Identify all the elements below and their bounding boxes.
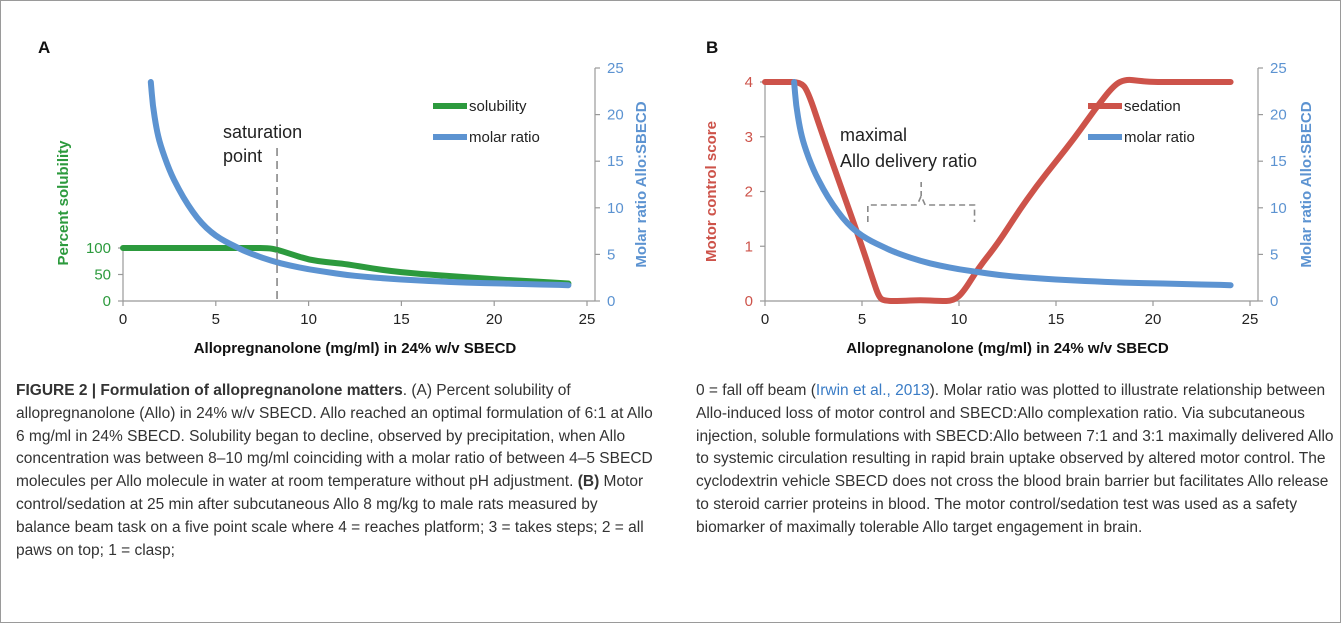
panel-a-chart: A 0 5 10 15 20 25 Allopregnanolone (mg/ml) in 2… (38, 38, 650, 357)
delivery-bracket (867, 194, 976, 222)
legend-label: sedation (1124, 98, 1181, 115)
right-tick-label: 25 (1270, 60, 1287, 77)
annotation-line-2: Allo delivery ratio (840, 151, 977, 171)
annotation-line-2: point (223, 146, 262, 166)
x-tick-label: 5 (212, 311, 220, 328)
x-tick-label: 10 (951, 311, 968, 328)
x-tick-label: 10 (300, 311, 317, 328)
caption-left-column: FIGURE 2 | Formulation of allopregnanolo… (16, 380, 656, 562)
caption-text-b: Motor control/sedation at 25 min after s… (16, 473, 644, 559)
x-axis-title: Allopregnanolone (mg/ml) in 24% w/v SBEC… (846, 340, 1169, 357)
right-tick-label: 15 (1270, 153, 1287, 170)
caption-title: FIGURE 2 | Formulation of allopregnanolo… (16, 382, 403, 399)
legend-label: solubility (469, 98, 527, 115)
left-tick-label: 1 (745, 238, 753, 255)
left-tick-label: 0 (103, 293, 111, 310)
right-tick-label: 10 (1270, 200, 1287, 217)
x-tick-label: 25 (579, 311, 596, 328)
series-line-sedation (762, 76, 1234, 304)
right-tick-label: 5 (1270, 246, 1278, 263)
right-tick-label: 0 (607, 293, 615, 310)
left-tick-label: 50 (94, 267, 111, 284)
caption-label-b: (B) (577, 473, 600, 491)
caption-right-column: 0 = fall off beam (Irwin et al., 2013). … (696, 380, 1336, 540)
right-tick-label: 25 (607, 60, 624, 77)
left-axis-title: Motor control score (703, 121, 720, 262)
series-line-solubility (120, 245, 572, 287)
panel-label: B (706, 38, 718, 57)
caption-text-c: 0 = fall off beam ( (696, 382, 816, 399)
left-tick-label: 4 (745, 74, 753, 91)
citation-link[interactable]: Irwin et al., 2013 (815, 382, 930, 399)
x-axis-title: Allopregnanolone (mg/ml) in 24% w/v SBEC… (194, 340, 517, 357)
caption-text-a: . (A) Percent solubility of allopregnano… (16, 382, 653, 491)
right-tick-label: 10 (607, 200, 624, 217)
right-tick-label: 20 (1270, 107, 1287, 124)
x-tick-label: 15 (393, 311, 410, 328)
right-tick-label: 5 (607, 246, 615, 263)
panel-label: A (38, 38, 50, 57)
legend-label: molar ratio (469, 129, 540, 146)
x-tick-label: 20 (1145, 311, 1162, 328)
left-axis-title: Percent solubility (55, 140, 72, 266)
caption-text-d: ). Molar ratio was plotted to illustrate… (696, 382, 1334, 536)
x-tick-label: 0 (119, 311, 127, 328)
x-tick-label: 15 (1048, 311, 1065, 328)
right-axis-title: Molar ratio Allo:SBECD (633, 101, 650, 267)
right-tick-label: 0 (1270, 293, 1278, 310)
x-tick-label: 25 (1242, 311, 1259, 328)
left-tick-label: 2 (745, 184, 753, 201)
legend-label: molar ratio (1124, 129, 1195, 146)
left-tick-label: 100 (86, 240, 111, 257)
right-tick-label: 20 (607, 107, 624, 124)
x-tick-label: 0 (761, 311, 769, 328)
series-line-molar-ratio (791, 79, 1234, 289)
annotation-line-1: maximal (840, 125, 907, 145)
left-tick-label: 3 (745, 129, 753, 146)
annotation-line-1: saturation (223, 122, 302, 142)
right-tick-label: 15 (607, 153, 624, 170)
x-tick-label: 20 (486, 311, 503, 328)
x-tick-label: 5 (858, 311, 866, 328)
series-line-molar-ratio (147, 79, 572, 289)
left-tick-label: 0 (745, 293, 753, 310)
right-axis-title: Molar ratio Allo:SBECD (1298, 101, 1315, 267)
